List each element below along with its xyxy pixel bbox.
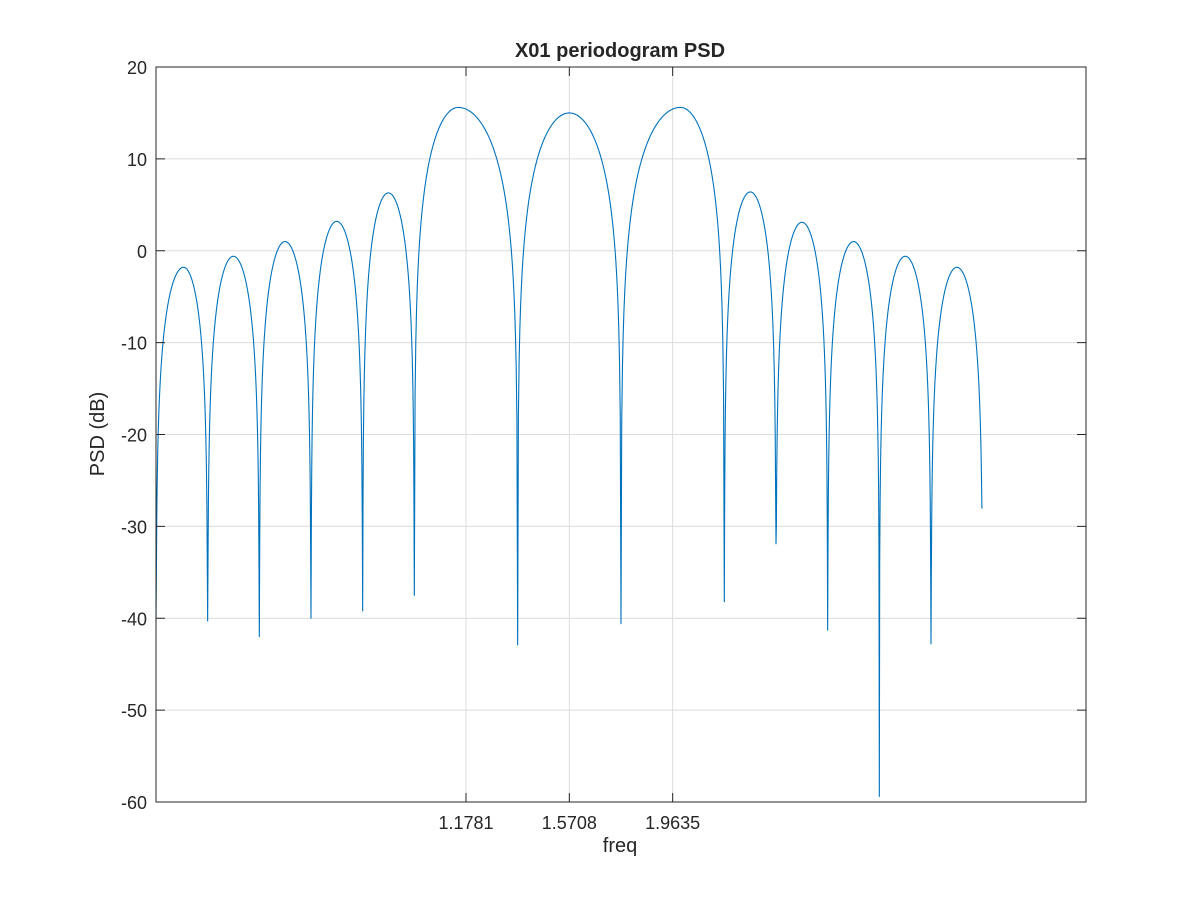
- tick-labels: -60 -50 -40 -30 -20 -10 0 10 20 1.1781 1.5708 1.963…: [121, 58, 700, 833]
- y-tick-label: -60: [121, 793, 147, 813]
- x-axis-label: freq: [603, 835, 637, 857]
- y-tick-label: -50: [121, 701, 147, 721]
- y-tick-label: 20: [127, 58, 147, 78]
- y-tick-label: -40: [121, 609, 147, 629]
- x-tick-label: 1.1781: [438, 813, 493, 833]
- tick-marks: [156, 66, 1086, 803]
- y-axis-label: PSD (dB): [87, 392, 109, 476]
- x-tick-label: 1.5708: [542, 813, 597, 833]
- y-tick-label: -30: [121, 517, 147, 537]
- y-tick-label: -10: [121, 334, 147, 354]
- chart-title: X01 periodogram PSD: [515, 40, 725, 62]
- grid-lines: [156, 66, 1086, 803]
- series-layer: [155, 106, 983, 798]
- y-tick-label: -20: [121, 426, 147, 446]
- x-tick-label: 1.9635: [645, 813, 700, 833]
- plot-area: -60 -50 -40 -30 -20 -10 0 10 20 1.1781 1.5708 1.963…: [121, 58, 1087, 833]
- psd-series-line: [155, 106, 983, 798]
- y-tick-label: 0: [137, 242, 147, 262]
- y-tick-label: 10: [127, 150, 147, 170]
